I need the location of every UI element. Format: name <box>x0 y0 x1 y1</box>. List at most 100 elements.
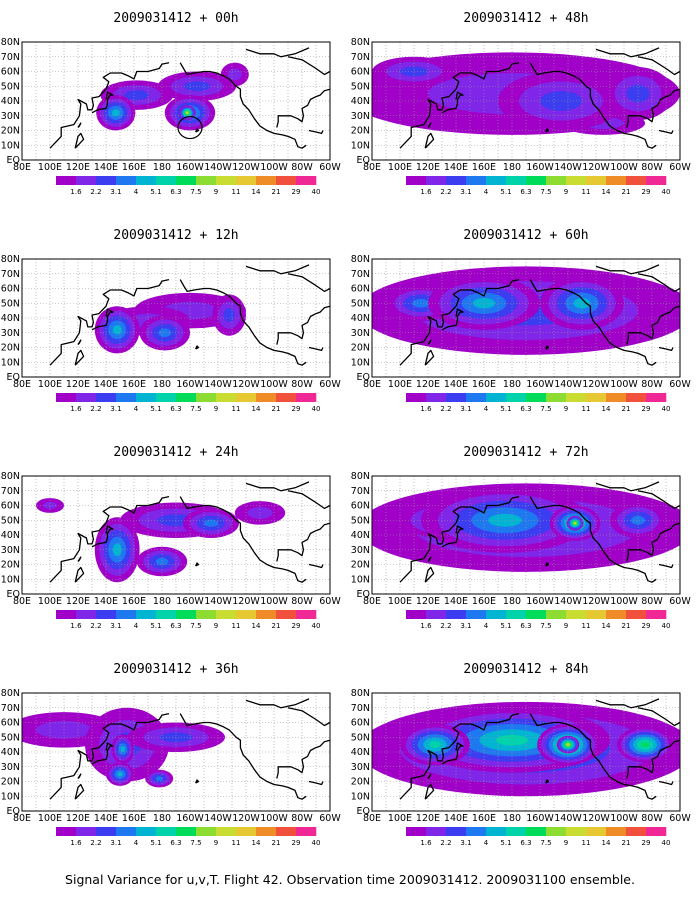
lon-tick-label: 100E <box>38 379 62 390</box>
colorbar-swatch <box>156 393 177 402</box>
lon-tick-label: 120E <box>66 596 90 607</box>
lon-tick-label: 100W <box>610 813 638 824</box>
colorbar-swatch <box>256 393 277 402</box>
colorbar-label: 5.1 <box>500 839 511 847</box>
colorbar-swatch <box>446 827 467 836</box>
colorbar-label: 9 <box>214 839 218 847</box>
lat-tick-label: 50N <box>1 732 20 743</box>
colorbar-swatch <box>526 610 547 619</box>
colorbar-swatch <box>646 393 667 402</box>
lon-tick-label: 160W <box>176 596 204 607</box>
lat-tick-label: 50N <box>351 298 370 309</box>
coastline <box>529 713 657 800</box>
colorbar-label: 40 <box>662 622 671 630</box>
coastline <box>424 566 435 583</box>
coastline <box>74 349 85 366</box>
colorbar-swatch <box>276 176 297 185</box>
colorbar-label: 4 <box>484 188 489 196</box>
coastline <box>441 316 459 331</box>
panel-title: 2009031412 + 12h <box>113 228 238 243</box>
coastline <box>626 305 680 345</box>
colorbar-label: 4 <box>134 405 139 413</box>
lon-tick-label: 120W <box>232 813 260 824</box>
lat-tick-label: 50N <box>1 298 20 309</box>
colorbar-swatch <box>626 176 647 185</box>
lat-tick-label: EQ <box>357 372 370 383</box>
lat-tick-label: 30N <box>1 545 20 556</box>
colorbar-swatch <box>136 176 157 185</box>
colorbar-swatch <box>76 393 97 402</box>
colorbar-label: 3.1 <box>460 405 471 413</box>
lat-tick-label: 70N <box>1 269 20 280</box>
colorbar-swatch <box>136 610 157 619</box>
colorbar-swatch <box>236 176 257 185</box>
colorbar-label: 3.1 <box>110 188 121 196</box>
colorbar-swatch <box>216 827 237 836</box>
lon-tick-label: 140W <box>554 162 582 173</box>
lon-tick-label: 80W <box>291 596 313 607</box>
colorbar: 1.6 2.2 3.1 4 5.1 6.3 7.5 9 11 14 21 29 40 <box>406 610 670 630</box>
colorbar-swatch <box>96 610 117 619</box>
map-panel: 2009031412 + 84h 80E 100E 120E 140E 160E 180 16… <box>351 662 692 847</box>
lon-tick-label: 180 <box>153 379 171 390</box>
coastline <box>637 707 680 727</box>
colorbar-swatch <box>176 393 197 402</box>
colorbar-label: 3.1 <box>110 405 121 413</box>
colorbar-swatch <box>546 393 567 402</box>
observation-circle <box>177 115 203 140</box>
colorbar-swatch <box>586 176 607 185</box>
colorbar-label: 21 <box>622 405 631 413</box>
colorbar-swatch <box>136 393 157 402</box>
lon-tick-label: 60W <box>669 813 691 824</box>
coastline <box>287 273 330 293</box>
map-panel: 2009031412 + 72h 80E 100E 120E 140E 160E 180 16… <box>351 445 692 630</box>
colorbar-swatch <box>426 393 447 402</box>
variance-contour <box>223 308 235 322</box>
lat-tick-label: 70N <box>1 486 20 497</box>
coastline <box>245 481 310 492</box>
colorbar-swatch <box>466 176 487 185</box>
colorbar-label: 1.6 <box>420 622 432 630</box>
colorbar-label: 2.2 <box>440 188 451 196</box>
colorbar-label: 21 <box>272 622 281 630</box>
variance-contour <box>112 543 122 557</box>
lon-tick-label: 60W <box>319 596 341 607</box>
variance-contour <box>124 90 149 101</box>
colorbar-label: 1.6 <box>70 622 82 630</box>
colorbar-swatch <box>296 610 317 619</box>
lon-tick-label: 80E <box>363 813 381 824</box>
lat-tick-label: 80N <box>351 254 370 265</box>
colorbar-swatch <box>646 610 667 619</box>
lon-tick-label: 160E <box>472 162 496 173</box>
lon-tick-label: 180 <box>153 596 171 607</box>
colorbar-label: 2.2 <box>90 405 101 413</box>
colorbar-label: 9 <box>214 405 218 413</box>
lat-tick-label: 20N <box>351 343 370 354</box>
colorbar-swatch <box>236 610 257 619</box>
lon-tick-label: 100W <box>610 162 638 173</box>
lat-tick-label: 70N <box>351 486 370 497</box>
lat-tick-label: 10N <box>1 140 20 151</box>
colorbar-label: 14 <box>252 622 261 630</box>
colorbar-swatch <box>296 827 317 836</box>
lat-tick-label: 60N <box>1 284 20 295</box>
coastline <box>49 712 170 800</box>
coastline <box>658 780 674 786</box>
lat-tick-label: 10N <box>351 357 370 368</box>
colorbar-swatch <box>96 827 117 836</box>
lon-tick-label: 140W <box>554 813 582 824</box>
map-frame <box>371 475 681 595</box>
lon-tick-label: 180 <box>153 162 171 173</box>
map-panel: 2009031412 + 36h 80E 100E 120E 140E 160E 180 16… <box>1 662 342 847</box>
colorbar-label: 5.1 <box>150 622 161 630</box>
coastline <box>91 533 109 548</box>
colorbar-label: 14 <box>252 405 261 413</box>
lon-tick-label: 140E <box>444 162 468 173</box>
colorbar-label: 6.3 <box>520 405 531 413</box>
lat-tick-label: 30N <box>351 545 370 556</box>
lon-tick-label: 60W <box>669 596 691 607</box>
colorbar-swatch <box>56 393 77 402</box>
lon-tick-label: 120E <box>416 596 440 607</box>
colorbar-label: 7.5 <box>540 188 551 196</box>
lon-tick-label: 100W <box>260 379 288 390</box>
